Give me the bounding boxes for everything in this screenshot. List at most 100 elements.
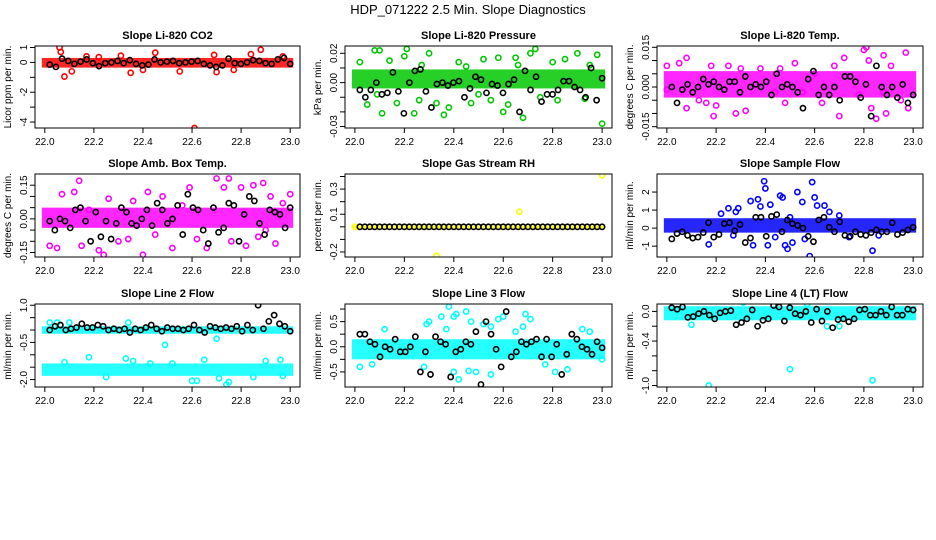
x-tick-label: 23.0: [903, 396, 923, 407]
data-point: [761, 185, 769, 192]
data-point: [85, 206, 93, 214]
data-point-black: [372, 79, 380, 87]
y-tick-label: 1: [19, 44, 30, 50]
data-point: [826, 208, 833, 216]
data-point-black: [175, 59, 183, 67]
data-point-black: [578, 343, 586, 351]
data-point-black: [148, 222, 156, 229]
data-point-black: [678, 228, 686, 236]
data-point-black: [230, 202, 238, 209]
data-point-black: [588, 350, 596, 358]
data-point: [499, 313, 507, 320]
panel-3: Slope Li-820 Temp. 22.0 22.2 22.4 22.6 22.8 23…: [625, 30, 924, 148]
plot-frame: [344, 45, 613, 129]
data-point-black: [190, 321, 198, 329]
data-point-black: [516, 108, 523, 116]
data-point: [213, 68, 220, 76]
data-point: [717, 210, 725, 218]
data-point: [225, 378, 233, 386]
data-point: [193, 377, 201, 385]
data-point: [776, 65, 784, 72]
data-point: [249, 181, 257, 189]
data-point-black: [522, 340, 530, 348]
data-point-black: [462, 338, 470, 346]
data-point: [732, 110, 740, 117]
data-point: [757, 203, 764, 210]
data-point-black: [823, 308, 831, 315]
data-point-black: [736, 88, 744, 96]
data-point-black: [862, 231, 870, 239]
data-point: [760, 177, 768, 185]
data-point: [467, 99, 475, 107]
data-point-black: [820, 83, 828, 91]
panel-title: Slope Amb. Box Temp.: [108, 158, 227, 170]
data-point-black: [836, 96, 844, 104]
data-point-black: [738, 319, 745, 326]
data-point-black: [532, 73, 540, 81]
x-tick-label: 22.0: [35, 137, 55, 148]
data-point: [705, 240, 713, 248]
data-point-black: [99, 322, 107, 330]
data-point: [675, 59, 683, 67]
x-tick-label: 23.0: [280, 137, 300, 148]
data-point-black: [673, 230, 681, 237]
data-point-black: [228, 325, 235, 333]
data-point-black: [61, 217, 69, 225]
x-tick-label: 23.0: [280, 396, 300, 407]
data-point-black: [250, 197, 258, 205]
plot-frame: [656, 173, 924, 258]
data-point: [821, 202, 828, 209]
dense-point-band: [41, 363, 294, 376]
data-point: [710, 112, 718, 120]
y-axis-label: Licor ppm per min.: [3, 46, 14, 129]
data-point-black: [731, 227, 739, 235]
plot-frame: [34, 173, 301, 258]
data-point: [835, 322, 843, 330]
data-point-black: [583, 345, 591, 353]
data-point: [272, 240, 279, 247]
data-point-black: [517, 338, 525, 346]
data-point-black: [255, 57, 263, 65]
data-point: [882, 110, 890, 117]
data-point-black: [286, 204, 294, 212]
data-point-black: [51, 226, 59, 234]
data-point-black: [439, 79, 446, 87]
data-point: [102, 373, 110, 381]
data-point-black: [184, 190, 192, 198]
data-point-black: [872, 311, 880, 319]
data-point: [869, 376, 876, 384]
data-point: [105, 195, 113, 203]
data-point: [830, 62, 838, 70]
y-axis-label: ml/min per min.: [625, 311, 636, 379]
data-point-black: [829, 324, 837, 332]
y-tick-label: 0.15: [19, 175, 30, 195]
y-tick-label: -0.2: [329, 243, 340, 261]
data-point-black: [194, 57, 202, 65]
data-point-black: [845, 318, 853, 326]
x-tick-label: 22.0: [345, 137, 365, 148]
x-tick-label: 22.0: [35, 396, 55, 407]
data-point-black: [194, 206, 202, 214]
data-point-black: [138, 61, 146, 69]
data-point-black: [73, 324, 80, 331]
data-point-black: [276, 210, 284, 218]
data-point: [527, 49, 534, 57]
x-tick-label: 22.0: [35, 266, 55, 277]
data-point-black: [405, 79, 413, 87]
data-point-black: [831, 83, 838, 91]
data-point-black: [752, 213, 760, 221]
data-point-black: [768, 213, 775, 220]
data-point: [450, 368, 458, 376]
data-point: [840, 54, 848, 62]
data-point-black: [153, 325, 160, 333]
x-tick-label: 22.4: [133, 396, 153, 407]
data-point-black: [144, 61, 152, 69]
data-point-black: [123, 208, 130, 216]
data-point: [129, 197, 137, 205]
data-point-black: [563, 350, 571, 358]
data-point-black: [195, 326, 203, 334]
data-point-black: [200, 60, 208, 68]
data-point-black: [736, 221, 744, 228]
data-point-black: [783, 216, 791, 224]
data-point: [368, 360, 376, 368]
